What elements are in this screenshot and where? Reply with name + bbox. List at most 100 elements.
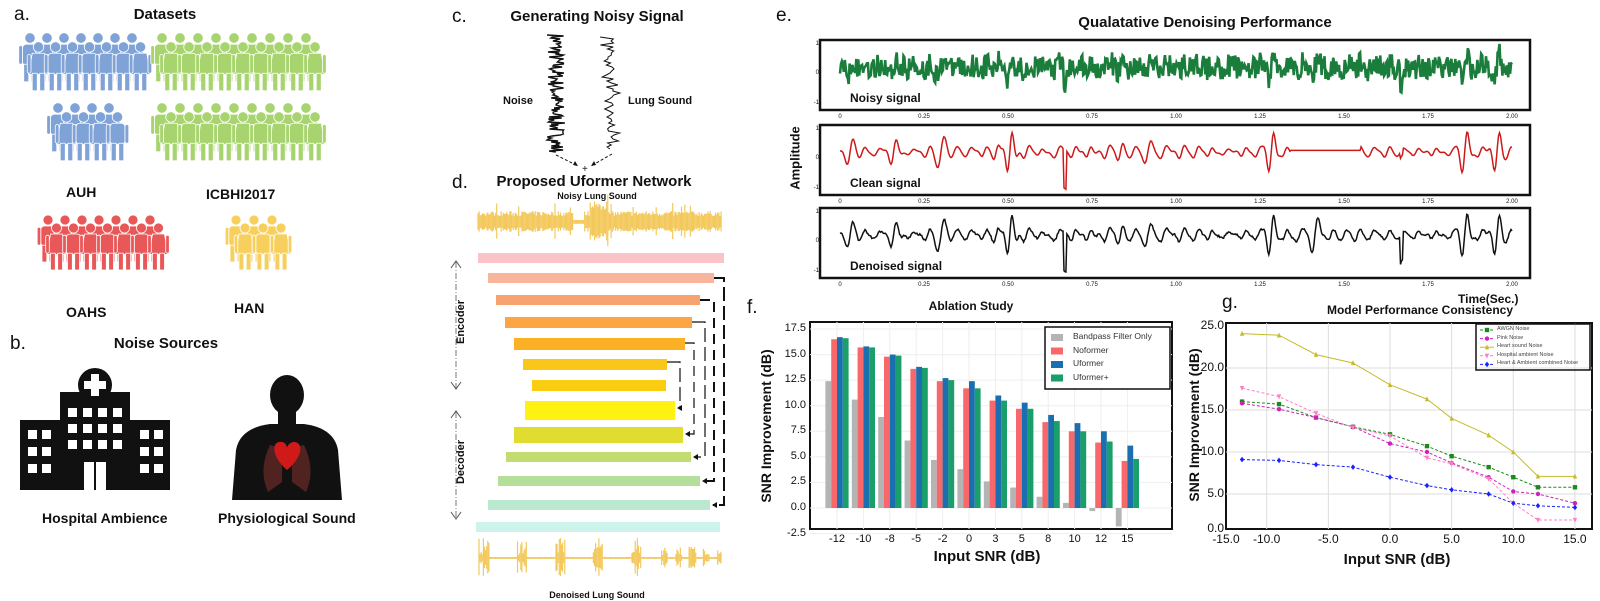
y-tick-label: 17.5 [784,322,806,334]
legend-marker [1484,353,1490,359]
bar-noformer [1016,408,1022,508]
data-point [1424,396,1430,402]
person-icon [105,111,130,162]
panel-g-label: g. [1222,292,1238,313]
x-tick-label: 5.0 [1443,532,1460,546]
person-icon [54,111,79,162]
panel-d-title: Proposed Uformer Network [496,173,692,190]
legend-marker [1484,336,1490,341]
data-point [1535,473,1541,479]
person-icon [213,41,237,92]
bar-uformer+ [1133,458,1139,508]
data-point [1511,449,1516,455]
x-tick-label: 0.75 [1086,199,1098,205]
legend-entry: AWGN Noise [1497,326,1530,332]
lung-sound-label: Lung Sound [628,95,693,107]
panel-e-label: e. [776,5,792,26]
data-point [1350,360,1356,366]
bar-uformer+ [869,347,875,508]
x-tick-label: -12 [829,533,845,545]
decoder-block [525,401,675,420]
y-tick-label: -2.5 [787,526,806,539]
data-point [1449,487,1454,493]
x-tick-label: 10 [1068,533,1081,545]
ablation-chart-title: Ablation Study [928,299,1014,313]
data-point [1313,461,1319,468]
person-icon [177,111,201,162]
x-tick-label: 1.00 [1170,199,1182,205]
noise-waveform [545,34,567,153]
panel-c-title: Generating Noisy Signal [510,8,684,25]
x-tick-label: 2.00 [1506,199,1518,205]
arrowhead-icon [702,478,707,484]
ablation-x-axis-label: Input SNR (dB) [933,548,1041,565]
x-tick-label: 10.0 [1501,532,1525,546]
bar-noformer [1121,460,1128,508]
bar-noformer [1095,442,1101,508]
person-icon [269,222,293,271]
decoder-block [498,476,700,486]
data-point [1424,455,1430,461]
bar-bandpass-filter-only [1063,502,1069,508]
bar-bandpass-filter-only [1010,487,1016,508]
x-tick-label: 0.50 [1002,282,1014,288]
decoder-block [514,427,683,443]
x-tick-label: -5 [911,533,922,545]
x-tick-label: 0.25 [918,282,930,288]
bar-bandpass-filter-only [825,381,832,508]
series-heart-ambient-combined-noise [1239,456,1578,511]
decoder-label: Decoder [455,439,467,485]
data-point [1511,500,1516,507]
data-point [1424,482,1430,489]
bar-uformer [942,378,949,508]
bar-noformer [936,381,943,508]
bar-uformer [969,381,975,508]
data-point [1572,473,1578,479]
legend-entry: Uformer [1073,358,1104,368]
legend-entry: Uformer+ [1073,371,1109,382]
x-tick-label: -10 [855,533,872,545]
clean-signal-line [839,129,1513,191]
bar-noformer [1068,431,1075,508]
x-tick-label: 1.25 [1254,199,1266,205]
bar-bandpass-filter-only [1089,508,1096,512]
consistency-legend [1475,323,1591,371]
y-tick-label: 0.0 [790,501,806,513]
person-icon [60,41,85,92]
skip-connection [685,342,695,435]
bar-noformer [831,339,837,508]
encoder-block [514,338,685,350]
data-point [1449,454,1454,459]
x-tick-label: 1.50 [1338,114,1350,120]
x-tick-label: 0.50 [1002,114,1014,120]
y-tick-label: 1 [815,209,819,215]
y-tick-label: 15.0 [1200,402,1224,416]
time-axis-label: Time(Sec.) [1458,292,1519,306]
data-point [1572,501,1578,506]
skip-connection [700,299,715,482]
data-point [1313,351,1319,357]
bar-uformer+ [974,388,981,508]
data-point [1387,441,1393,446]
body-heart-icon [232,375,342,500]
data-point [1486,491,1491,497]
bar-noformer [910,368,917,508]
x-tick-label: -2 [937,533,948,545]
data-point [1313,415,1319,420]
data-point [1511,475,1516,480]
subplot-label: Noisy signal [850,91,921,105]
person-icon [62,222,85,271]
person-icon [303,41,327,92]
consistency-plot-area [1225,322,1593,530]
legend-swatch [1051,374,1063,382]
decoder-block [488,500,710,510]
arrowhead-icon [573,161,596,166]
dataset-label-auh: AUH [66,184,97,200]
encoder-block [478,253,724,263]
y-tick-label: 15.0 [784,347,806,360]
data-point [1239,401,1245,406]
y-tick-label: -1 [813,268,819,274]
y-tick-label: 10.0 [1200,444,1224,458]
legend-swatch [1051,347,1063,355]
